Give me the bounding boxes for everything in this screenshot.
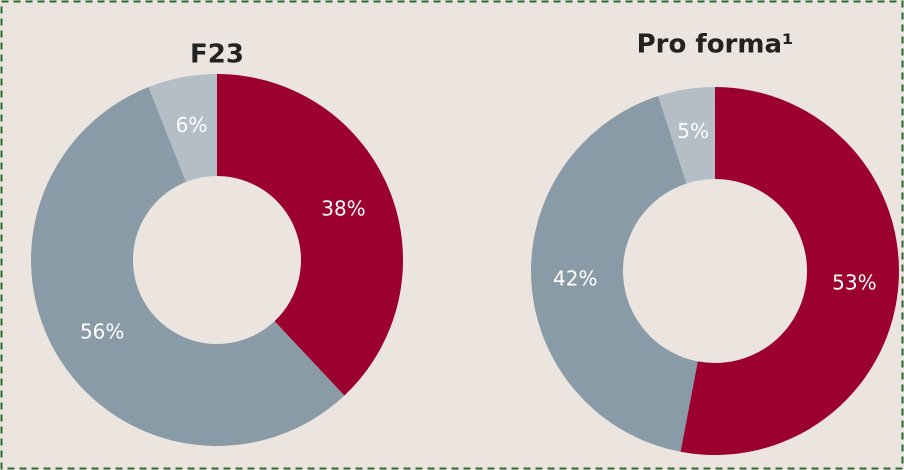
donut-slice: [217, 74, 404, 396]
data-label: 56%: [80, 319, 124, 343]
donut-slice: [658, 87, 715, 184]
donut-slice: [680, 87, 900, 455]
data-label: 42%: [553, 266, 597, 290]
chart-title: Pro forma¹: [637, 30, 794, 60]
data-label: 38%: [321, 196, 365, 220]
data-label: 5%: [677, 119, 709, 143]
donut-slice: [530, 96, 698, 452]
donut-slice: [148, 74, 217, 182]
donut-slice: [31, 87, 345, 446]
data-label: 53%: [832, 271, 876, 295]
chart-title: F23: [190, 40, 244, 70]
data-label: 6%: [176, 113, 208, 137]
